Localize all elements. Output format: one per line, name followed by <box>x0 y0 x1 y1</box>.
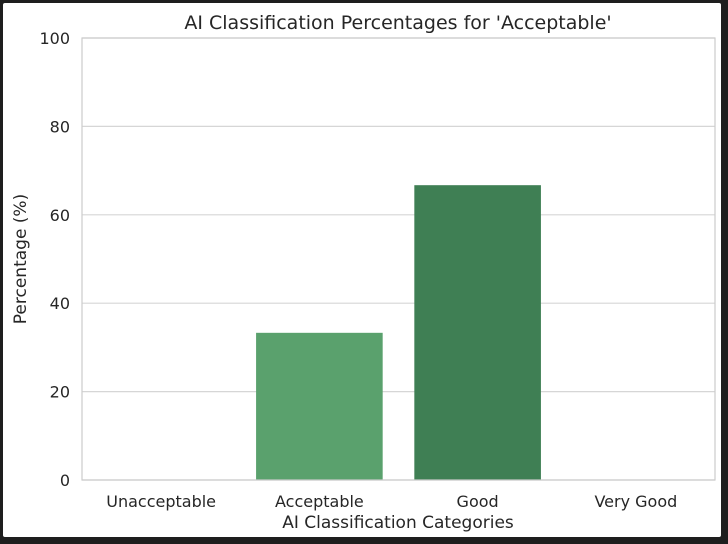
bar-acceptable <box>256 332 383 480</box>
y-tick-label: 80 <box>50 117 70 136</box>
bar-chart: AI Classification Percentages for 'Accep… <box>11 12 716 533</box>
y-tick-label: 60 <box>50 206 70 225</box>
y-axis-label: Percentage (%) <box>11 194 31 324</box>
gridlines <box>82 37 715 481</box>
x-axis-label: AI Classification Categories <box>282 513 514 533</box>
bars <box>256 185 541 480</box>
y-tick-label: 40 <box>50 294 70 313</box>
y-axis-ticks: 0 20 40 60 80 100 <box>39 29 70 490</box>
plot-area-border <box>81 37 716 481</box>
y-tick-label: 20 <box>50 383 70 402</box>
chart-frame: AI Classification Percentages for 'Accep… <box>3 3 721 537</box>
x-axis-ticks: Unacceptable Acceptable Good Very Good <box>106 492 677 511</box>
y-tick-label: 0 <box>60 471 70 490</box>
bar-good <box>414 185 541 480</box>
chart-title: AI Classification Percentages for 'Accep… <box>184 12 611 34</box>
x-tick-label: Unacceptable <box>106 492 216 511</box>
x-tick-label: Very Good <box>594 492 677 511</box>
x-tick-label: Good <box>457 492 499 511</box>
x-tick-label: Acceptable <box>275 492 364 511</box>
y-tick-label: 100 <box>39 29 70 48</box>
